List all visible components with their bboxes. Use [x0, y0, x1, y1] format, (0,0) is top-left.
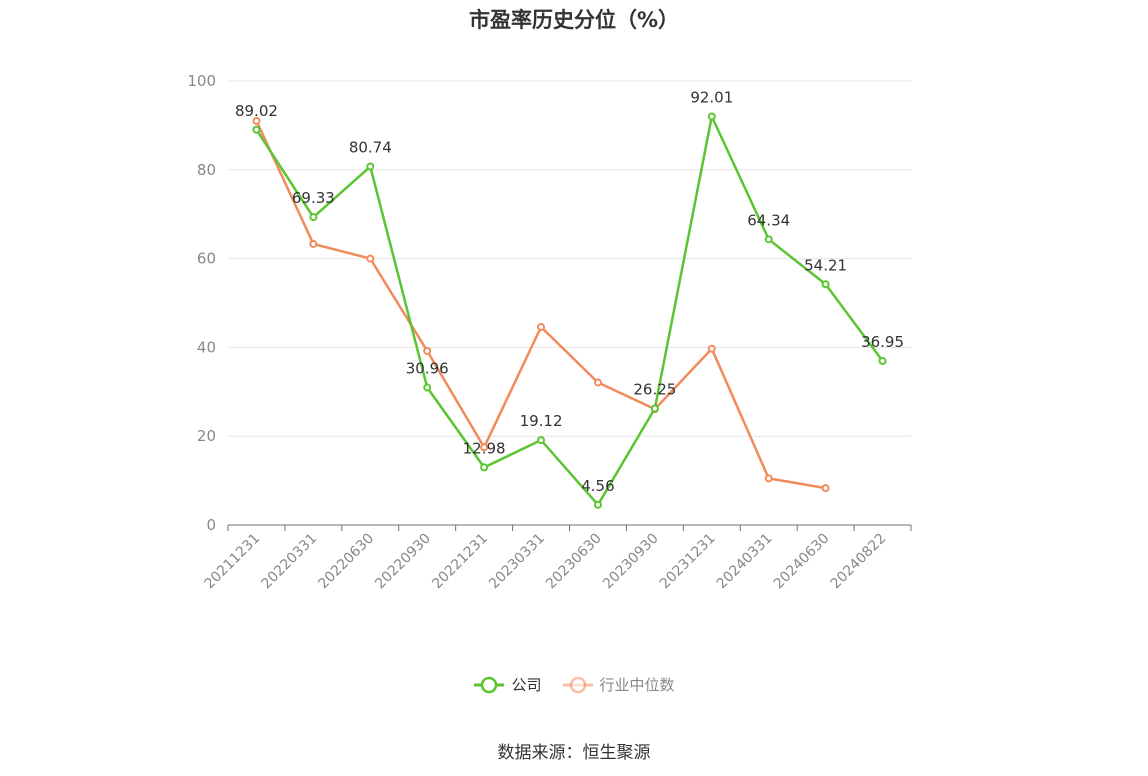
x-tick-label: 20220331: [258, 531, 320, 593]
data-point: [537, 322, 546, 331]
data-point: [707, 344, 716, 353]
x-tick-label: 20221231: [429, 531, 491, 593]
data-point: [593, 500, 602, 509]
y-tick-label: 0: [206, 516, 216, 534]
legend: 公司 行业中位数: [0, 674, 1148, 695]
data-label: 54.21: [804, 256, 847, 274]
data-label: 36.95: [861, 333, 904, 351]
data-point: [821, 484, 830, 493]
x-tick-label: 20230930: [600, 531, 662, 593]
x-tick-label: 20211231: [202, 531, 264, 593]
x-tick-label: 20220930: [372, 531, 434, 593]
y-tick-label: 40: [197, 338, 216, 356]
data-point: [309, 213, 318, 222]
data-point: [764, 474, 773, 483]
data-label: 64.34: [747, 211, 790, 229]
y-tick-label: 100: [187, 72, 216, 90]
x-tick-label: 20220630: [315, 531, 377, 593]
data-point: [366, 254, 375, 263]
x-tick-label: 20230630: [543, 531, 605, 593]
y-tick-label: 60: [197, 250, 216, 268]
data-label: 4.56: [581, 477, 614, 495]
data-point: [366, 162, 375, 171]
data-label: 69.33: [292, 189, 335, 207]
data-label: 89.02: [235, 102, 278, 120]
data-point: [537, 436, 546, 445]
legend-label: 公司: [511, 676, 542, 694]
legend-label: 行业中位数: [599, 676, 675, 694]
data-point: [650, 404, 659, 413]
data-point: [764, 235, 773, 244]
data-label: 26.25: [633, 380, 676, 398]
y-tick-label: 20: [197, 427, 216, 445]
data-point: [821, 280, 830, 289]
x-tick-label: 20230331: [486, 531, 548, 593]
legend-item[interactable]: 行业中位数: [562, 674, 675, 695]
data-point: [423, 346, 432, 355]
data-point: [309, 239, 318, 248]
legend-swatch-icon: [474, 676, 505, 693]
series-line: [255, 112, 884, 507]
legend-swatch-icon: [562, 676, 593, 693]
data-source: 数据来源：恒生聚源: [497, 743, 651, 763]
data-label: 19.12: [520, 412, 563, 430]
data-label: 30.96: [406, 360, 449, 378]
data-point: [480, 443, 489, 452]
x-tick-label: 20240331: [714, 531, 776, 593]
legend-item[interactable]: 公司: [473, 674, 542, 695]
data-label: 92.01: [690, 88, 733, 106]
chart-title: 市盈率历史分位（%）: [468, 8, 680, 32]
data-point: [423, 383, 432, 392]
data-point: [480, 463, 489, 472]
x-tick-label: 20240630: [771, 531, 833, 593]
data-point: [878, 356, 887, 365]
data-point: [252, 125, 261, 134]
data-label: 80.74: [349, 139, 392, 157]
data-label: 12.98: [463, 439, 506, 457]
data-point: [252, 116, 261, 125]
y-tick-label: 80: [197, 161, 216, 179]
data-point: [707, 112, 716, 121]
x-tick-label: 20240822: [828, 531, 890, 593]
data-point: [593, 378, 602, 387]
x-tick-label: 20231231: [657, 531, 719, 593]
